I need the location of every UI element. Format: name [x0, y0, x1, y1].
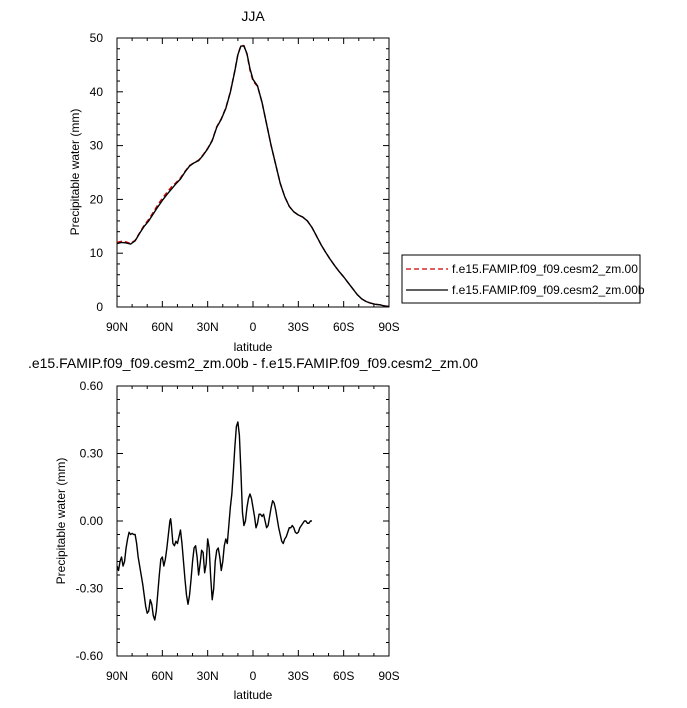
bottom-x-tick-label: 60N: [151, 669, 173, 683]
top-y-tick-label: 10: [90, 246, 104, 260]
legend-label-series-1: f.e15.FAMIP.f09_f09.cesm2_zm.00: [452, 262, 638, 276]
bottom-y-tick-label: -0.60: [76, 649, 104, 663]
bottom-x-tick-label: 0: [250, 669, 257, 683]
top-chart-title: JJA: [241, 8, 265, 24]
bottom-x-tick-label: 90N: [106, 669, 128, 683]
bottom-y-tick-label: 0.60: [80, 379, 104, 393]
top-x-axis-label: latitude: [234, 340, 273, 354]
top-x-tick-label: 30S: [288, 320, 309, 334]
top-x-tick-label: 90S: [378, 320, 399, 334]
top-series-lines: [116, 44, 390, 308]
bottom-plot-frame: [116, 385, 390, 657]
top-x-tick-label: 0: [250, 320, 257, 334]
bottom-x-tick-label: 30N: [197, 669, 219, 683]
top-y-tick-label: 20: [90, 192, 104, 206]
top-x-tick-label: 30N: [197, 320, 219, 334]
bottom-y-axis-label: Precipitable water (mm): [54, 458, 68, 585]
top-y-axis: 0 10 20 30 40 50: [90, 31, 389, 314]
bottom-series-lines: [116, 421, 312, 621]
bottom-x-tick-label: 60S: [333, 669, 354, 683]
top-x-tick-label: 90N: [106, 320, 128, 334]
bottom-series-line-1: [116, 421, 312, 621]
legend-label-series-2: f.e15.FAMIP.f09_f09.cesm2_zm.00b: [452, 283, 645, 297]
bottom-x-tick-label: 30S: [288, 669, 309, 683]
bottom-y-tick-label: 0.30: [80, 447, 104, 461]
bottom-x-tick-label: 90S: [378, 669, 399, 683]
bottom-y-tick-label: -0.30: [76, 582, 104, 596]
top-series-line-1: [116, 44, 390, 308]
top-y-tick-label: 30: [90, 139, 104, 153]
top-x-tick-label: 60S: [333, 320, 354, 334]
top-y-tick-label: 0: [96, 300, 103, 314]
legend-box: [401, 254, 641, 304]
bottom-y-tick-label: 0.00: [80, 514, 104, 528]
bottom-x-axis: 90N 60N 30N 0 30S 60S 90S: [106, 386, 400, 683]
bottom-x-axis-label: latitude: [234, 688, 273, 702]
top-x-axis: 90N 60N 30N 0 30S 60S 90S: [106, 38, 400, 334]
bottom-chart-title: .e15.FAMIP.f09_f09.cesm2_zm.00b - f.e15.…: [28, 355, 478, 371]
legend: f.e15.FAMIP.f09_f09.cesm2_zm.00 f.e15.FA…: [401, 254, 645, 304]
top-y-axis-label: Precipitable water (mm): [68, 109, 82, 236]
top-x-tick-label: 60N: [151, 320, 173, 334]
bottom-y-axis: 0.60 0.30 0.00 -0.30 -0.60: [76, 379, 389, 663]
top-y-tick-label: 50: [90, 31, 104, 45]
top-chart-panel: JJA 0 10 20 30 40 50 90N 60N 30N 0 30S 60S 90S lati…: [68, 8, 400, 354]
bottom-chart-panel: .e15.FAMIP.f09_f09.cesm2_zm.00b - f.e15.…: [28, 355, 478, 702]
top-y-tick-label: 40: [90, 85, 104, 99]
top-series-line-2: [116, 45, 390, 308]
